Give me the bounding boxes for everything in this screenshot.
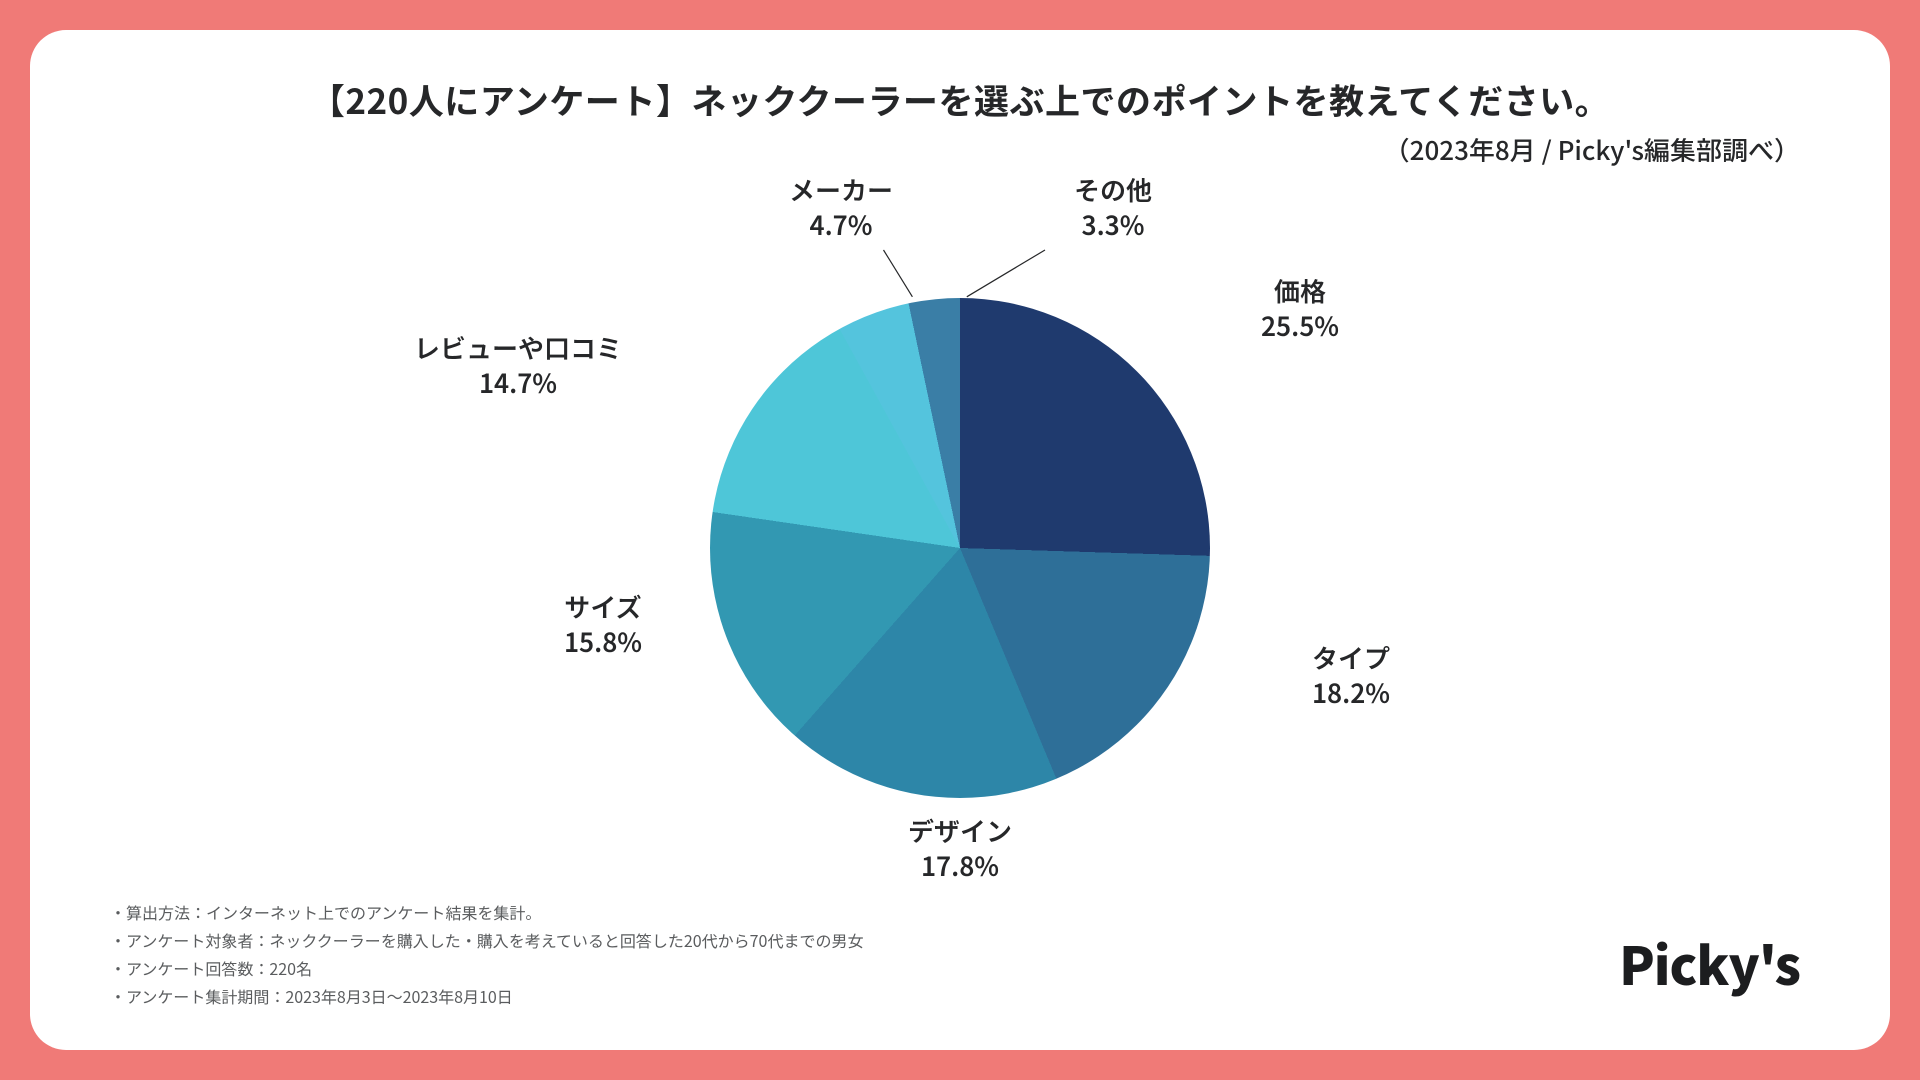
slice-name: その他 [1074,171,1152,208]
brand-text: Picky's [1619,925,1800,1000]
footnote-line: ・アンケート対象者：ネッククーラーを購入した・購入を考えていると回答した20代か… [110,926,863,954]
slice-label: サイズ15.8% [564,589,642,659]
slice-value: 25.5% [1261,307,1339,344]
slice-label: タイプ18.2% [1312,640,1390,710]
footnote-line: ・算出方法：インターネット上でのアンケート結果を集計。 [110,898,863,926]
slice-name: デザイン [908,812,1012,849]
slice-value: 3.3% [1082,206,1145,243]
footnote-line: ・アンケート回答数：220名 [110,954,863,982]
slice-label: メーカー4.7% [789,172,893,242]
outer-frame: 【220人にアンケート】ネッククーラーを選ぶ上でのポイントを教えてください。 （… [0,0,1920,1080]
slice-name: サイズ [564,588,641,625]
footnotes: ・算出方法：インターネット上でのアンケート結果を集計。・アンケート対象者：ネック… [110,898,863,1010]
slice-value: 14.7% [479,364,557,401]
page-title: 【220人にアンケート】ネッククーラーを選ぶ上でのポイントを教えてください。 [110,74,1810,125]
slice-name: レビューや口コミ [414,329,622,366]
slice-value: 15.8% [564,623,642,660]
slice-label: デザイン17.8% [908,813,1012,883]
slice-label: レビューや口コミ14.7% [414,330,622,400]
slice-name: タイプ [1312,639,1390,676]
slice-value: 17.8% [921,847,999,884]
slice-value: 18.2% [1312,674,1390,711]
card: 【220人にアンケート】ネッククーラーを選ぶ上でのポイントを教えてください。 （… [30,30,1890,1050]
slice-name: メーカー [789,171,893,208]
slice-value: 4.7% [810,206,873,243]
slice-label: 価格25.5% [1261,273,1339,343]
page-subtitle: （2023年8月 / Picky's編集部調べ） [110,131,1810,168]
pie-disc [710,298,1210,798]
pie-chart: 価格25.5% タイプ18.2% デザイン17.8% サイズ15.8% レビューや口コミ… [110,178,1810,898]
brand-logo: Picky's [1619,925,1800,1000]
slice-name: 価格 [1274,272,1326,309]
footnote-line: ・アンケート集計期間：2023年8月3日〜2023年8月10日 [110,982,863,1010]
slice-label: その他3.3% [1074,172,1152,242]
